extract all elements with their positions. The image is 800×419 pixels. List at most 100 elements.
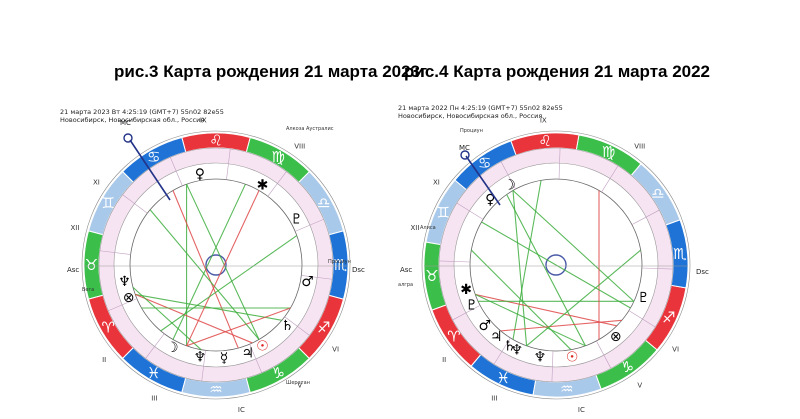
sign-glyph: ♏ <box>673 245 687 263</box>
house-numeral: III <box>151 394 157 402</box>
house-cusp <box>601 165 619 193</box>
planet-glyph: ♆ <box>510 342 523 358</box>
mc-marker <box>123 133 133 143</box>
house-cusp <box>249 344 262 373</box>
house-cusp <box>596 340 612 369</box>
header-line1: 21 марта 2023 Вт 4:25:19 (GMT+7) 55n02 8… <box>60 108 224 116</box>
house-numeral: IX <box>540 117 547 125</box>
sign-glyph: ♋ <box>147 148 160 166</box>
sign-glyph: ♌ <box>209 132 222 150</box>
house-numeral: VIII <box>294 142 305 150</box>
planet-glyph: ♆ <box>534 350 547 366</box>
house-numeral: XII <box>71 224 80 232</box>
sign-glyph: ♈ <box>447 327 460 345</box>
outer-circle <box>421 130 691 400</box>
center-circle <box>205 254 227 276</box>
aspect-line <box>470 249 572 351</box>
mc-axis <box>465 155 501 206</box>
house-numeral: IC <box>578 406 585 414</box>
sign-glyph: ♒ <box>560 380 573 398</box>
aspect-line <box>512 190 635 302</box>
house-numeral: V <box>297 382 302 390</box>
header-line2: Новосибирск, Новосибирская обл., Россия <box>398 112 543 120</box>
chart-title-left: рис.3 Карта рождения 21 марта 2023г <box>114 62 428 81</box>
planet-glyph: ☉ <box>256 339 269 355</box>
planet-glyph: ✱ <box>257 177 269 193</box>
fixed-star-label: Алкоза Аустралис <box>286 126 334 132</box>
sign-glyph: ♏ <box>334 256 348 274</box>
sign-glyph: ♍ <box>602 143 615 161</box>
sign-glyph: ♑ <box>621 358 634 376</box>
aspect-line <box>500 319 622 332</box>
sign-glyph: ♒ <box>209 381 222 399</box>
planet-glyph: ♆ <box>194 350 207 366</box>
fixed-star-label: Проциун <box>460 128 483 134</box>
sign-glyph: ♎ <box>651 185 664 203</box>
aspect-line <box>512 190 528 346</box>
sign-glyph: ♓ <box>147 364 160 382</box>
house-cusp <box>452 305 481 321</box>
house-cusp <box>108 298 137 311</box>
sign-glyph: ♐ <box>317 318 330 336</box>
house-cusp <box>295 219 324 232</box>
aspect-line <box>475 293 617 327</box>
aspect-line <box>149 209 260 340</box>
house-numeral: VI <box>672 346 679 354</box>
house-numeral: IC <box>238 406 245 414</box>
house-numeral: VIII <box>634 142 645 150</box>
angle-label: MC <box>459 144 470 152</box>
planet-glyph: ♃ <box>490 329 503 345</box>
house-numeral: II <box>442 356 446 364</box>
house-cusp <box>551 350 554 382</box>
angle-label: Asc <box>400 266 412 274</box>
fixed-star-label: Проциун <box>328 259 351 265</box>
aspect-line <box>506 194 586 347</box>
house-cusp <box>628 310 656 328</box>
angle-label: Dsc <box>352 266 365 274</box>
house-cusp <box>641 267 673 270</box>
planet-glyph: ♀ <box>195 166 205 182</box>
planet-glyph: ♃ <box>242 345 255 361</box>
mc-marker <box>460 150 470 160</box>
sign-glyph: ♎ <box>317 194 330 212</box>
house-cusp <box>145 333 165 359</box>
aspect-line <box>135 293 282 321</box>
house-numeral: II <box>102 356 106 364</box>
sign-glyph: ♉ <box>85 256 98 274</box>
planet-glyph: ☉ <box>566 350 579 366</box>
house-cusp <box>201 350 206 382</box>
sign-glyph: ♈ <box>101 318 114 336</box>
sign-glyph: ♌ <box>538 132 551 150</box>
house-numeral: V <box>637 382 642 390</box>
house-cusp <box>500 161 516 190</box>
house-cusp <box>99 250 131 255</box>
house-cusp <box>456 202 484 220</box>
header-line2: Новосибирск, Новосибирская обл., Россия <box>60 116 205 124</box>
planet-glyph: ♀ <box>485 192 495 208</box>
house-cusp <box>493 337 511 365</box>
planet-glyph: ♇ <box>637 290 650 306</box>
aspect-line <box>160 235 298 332</box>
fixed-star-label: Шератан <box>286 380 310 386</box>
house-cusp <box>631 209 660 225</box>
aspect-line <box>481 221 631 309</box>
house-numeral: III <box>491 394 497 402</box>
fixed-star-label: алгра <box>398 282 413 288</box>
planet-glyph: ♂ <box>301 274 314 290</box>
planet-glyph: ✱ <box>460 282 472 298</box>
sign-glyph: ♑ <box>272 364 285 382</box>
house-cusp <box>170 157 183 186</box>
aspect-line <box>186 190 260 347</box>
house-cusp <box>122 194 148 214</box>
aspect-line <box>172 190 239 349</box>
aspect-line <box>512 180 542 340</box>
planet-glyph: ⊗ <box>123 290 135 306</box>
house-cusp <box>439 260 471 263</box>
sign-glyph: ♋ <box>478 154 491 172</box>
planet-glyph: ☽ <box>503 177 516 193</box>
house-numeral: XII <box>411 224 420 232</box>
aspect-line <box>134 293 253 344</box>
sign-glyph: ♉ <box>425 267 438 285</box>
